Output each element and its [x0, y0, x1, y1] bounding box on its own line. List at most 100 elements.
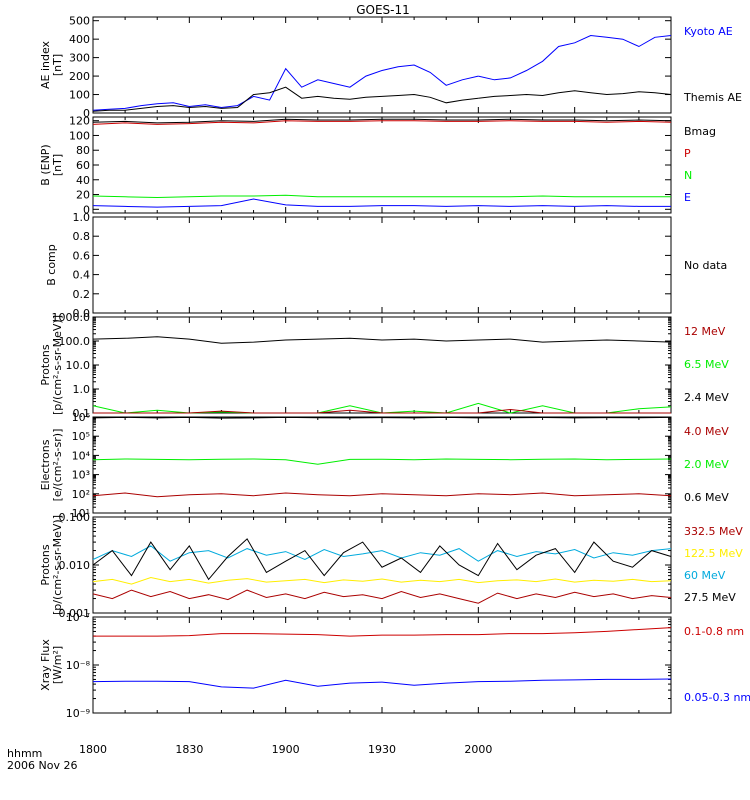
y-axis-label: Xray Flux[W/m²] [39, 639, 64, 691]
y-tick-label: 120 [69, 115, 90, 128]
legend-entry: Kyoto AE [684, 25, 733, 38]
y-tick-label: 0.6 [73, 249, 91, 262]
series-line-2-0-mev [92, 458, 672, 465]
legend-entry: 0.1-0.8 nm [684, 625, 744, 638]
legend-entry: 2.4 MeV [684, 391, 729, 404]
y-axis-label: Protons[p/(cm²-s-sr-MeV)] [39, 515, 64, 615]
panel-frame [92, 416, 672, 514]
y-tick-label: 200 [69, 70, 90, 83]
series-line-e [92, 198, 671, 208]
y-axis-label-line: [p/(cm²-s-sr-MeV)] [51, 315, 64, 415]
series-line-27-5-mev [92, 589, 672, 604]
y-tick-label: 100 [69, 89, 90, 102]
series-line-blue [478, 34, 672, 81]
series-line-0-1-0-8-nm [93, 627, 672, 637]
chart-title: GOES-11 [356, 3, 410, 17]
series-line-332-5-mev [92, 538, 672, 581]
x-tick-label: 1830 [175, 743, 203, 756]
x-tick-label: 2000 [464, 743, 492, 756]
legend-entry: 4.0 MeV [684, 425, 729, 438]
panel-frame [92, 116, 672, 214]
y-tick-label: 1.0 [73, 383, 91, 396]
series-line-kyoto-ae [92, 64, 479, 111]
y-tick-label: 80 [76, 144, 90, 157]
series-line-themis-ae [92, 86, 479, 112]
y-tick-label: 0.4 [73, 269, 91, 282]
y-axis-label-line: [e/(cm²-s-sr)] [51, 429, 64, 502]
y-axis-label: B (ENP)[nT] [39, 144, 64, 185]
date-label: 2006 Nov 26 [7, 759, 77, 772]
panel-bcomp: 0.0 0.2 0.4 0.6 0.8 1.0 B comp No data [45, 211, 727, 320]
legend-entry: 0.05-0.3 nm [684, 691, 750, 704]
legend-entry: 122.5 MeV [684, 547, 743, 560]
y-tick-label: 10⁶ [72, 411, 91, 424]
y-axis-label-line: Electrons [39, 439, 52, 490]
y-tick-label: 10⁻⁷ [66, 611, 90, 624]
panel-frame [92, 616, 672, 714]
y-tick-label: 40 [76, 174, 90, 187]
panel-frame [92, 316, 672, 414]
panel-frame [92, 216, 672, 314]
y-tick-label: 10⁴ [72, 449, 91, 462]
y-tick-label: 0.100 [59, 511, 91, 524]
legend-entry: N [684, 169, 692, 182]
y-axis-label: AE index[nT] [39, 40, 64, 89]
panel-frame [92, 16, 672, 114]
panel-protons_high: 0.001 0.010 0.100Protons[p/(cm²-s-sr-MeV)]… [39, 511, 743, 620]
legend-entry: Themis AE [683, 91, 742, 104]
legend-entry: 60 MeV [684, 569, 726, 582]
hhmm-label: hhmm [7, 747, 42, 760]
panel-electrons: 10¹ 10² 10³ 10⁴ 10⁵ 10⁶ Electrons[e/(cm²-s-sr)… [39, 411, 729, 520]
series-line-4-0-mev [92, 492, 672, 498]
y-tick-label: 10² [72, 488, 90, 501]
legend-entry: No data [684, 259, 727, 272]
series-line-n [92, 194, 671, 199]
panel-ae: 0 100 200 300 400 500 AE index[nT] Kyoto AE Them… [39, 15, 742, 120]
y-tick-label: 10⁵ [72, 430, 90, 443]
y-tick-label: 500 [69, 15, 90, 28]
legend-entry: 332.5 MeV [684, 525, 743, 538]
y-tick-label: 10.0 [66, 359, 91, 372]
legend-entry: E [684, 191, 691, 204]
y-tick-label: 100 [69, 129, 90, 142]
legend-entry: 27.5 MeV [684, 591, 736, 604]
y-tick-label: 100.0 [59, 335, 91, 348]
y-axis-label: Electrons[e/(cm²-s-sr)] [39, 429, 64, 502]
y-tick-label: 1000.0 [52, 311, 91, 324]
series-line-2-4-mev [92, 336, 672, 344]
y-axis-label-line: B (ENP) [39, 144, 52, 185]
series-line-bmag [92, 118, 672, 124]
x-tick-label: 1800 [79, 743, 107, 756]
y-tick-label: 10¹ [72, 507, 90, 520]
y-tick-label: 0.8 [73, 230, 91, 243]
x-axis: 1800 1830 1900 1930 2000 [79, 743, 492, 756]
y-tick-label: 300 [69, 52, 90, 65]
x-tick-label: 1900 [272, 743, 300, 756]
series-line-black [478, 90, 672, 99]
series-line-p [92, 120, 672, 125]
y-tick-label: 0 [83, 107, 90, 120]
x-tick-label: 1930 [368, 743, 396, 756]
legend-entry: Bmag [684, 125, 716, 138]
legend-entry: P [684, 147, 691, 160]
y-tick-label: 0.001 [59, 607, 91, 620]
legend-entry: 0.6 MeV [684, 491, 729, 504]
y-tick-label: 0.0 [73, 307, 91, 320]
y-tick-label: 10⁻⁹ [66, 707, 90, 720]
y-tick-label: 0.2 [73, 288, 91, 301]
y-tick-label: 0.010 [59, 559, 91, 572]
y-axis-label-line: [p/(cm²-s-sr-MeV)] [51, 515, 64, 615]
y-axis-label-line: AE index [39, 40, 52, 89]
series-line-12-mev [93, 408, 671, 414]
y-tick-label: 60 [76, 159, 90, 172]
y-tick-label: 20 [76, 189, 90, 202]
y-axis-label-line: [W/m²] [51, 646, 64, 684]
y-axis-label: B comp [45, 244, 58, 286]
y-axis-label: Protons[p/(cm²-s-sr-MeV)] [39, 315, 64, 415]
panel-xray: 10⁻⁹ 10⁻⁸ 10⁻⁷ Xray Flux[W/m²] 0.1-0.8 nm 0.0… [39, 611, 750, 720]
panel-protons_low: 0.11.010.0100.01000.0Protons[p/(cm²-s-sr… [39, 311, 729, 420]
y-axis-label-line: B comp [45, 244, 58, 286]
